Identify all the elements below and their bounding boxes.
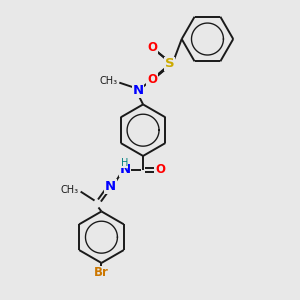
Text: N: N (120, 163, 131, 176)
Text: CH₃: CH₃ (99, 76, 117, 85)
Text: S: S (165, 57, 175, 70)
Text: H: H (121, 158, 128, 168)
Text: N: N (133, 84, 144, 97)
Text: O: O (147, 73, 157, 86)
Text: O: O (155, 163, 165, 176)
Text: N: N (105, 180, 116, 193)
Text: O: O (147, 41, 157, 55)
Text: CH₃: CH₃ (61, 184, 79, 195)
Text: Br: Br (94, 266, 109, 279)
